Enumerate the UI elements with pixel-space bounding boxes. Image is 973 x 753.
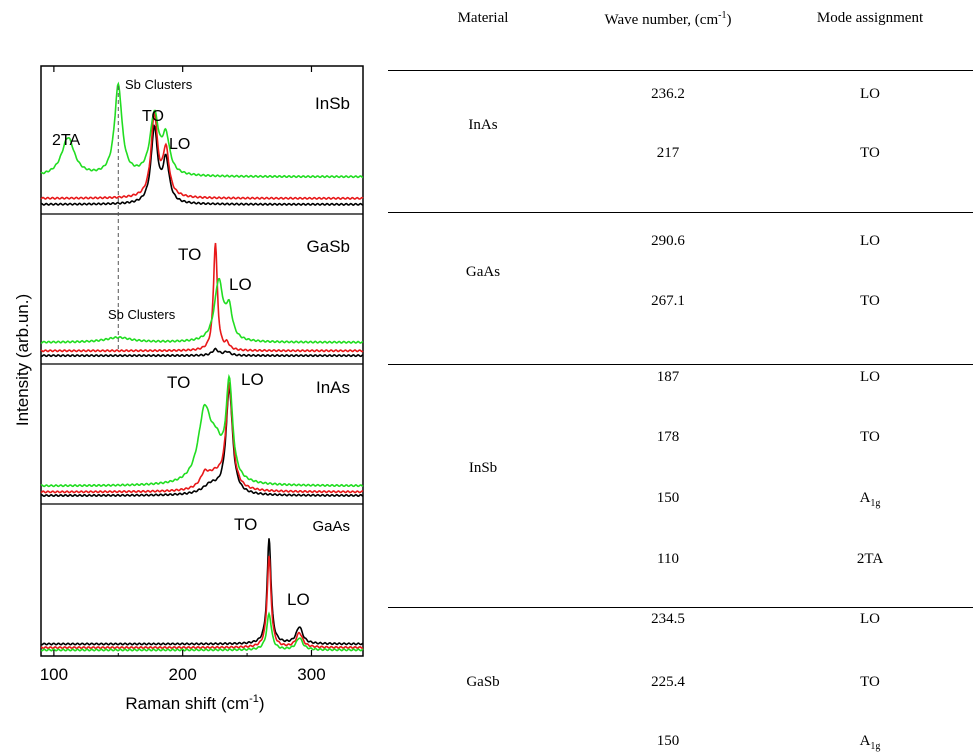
header-wave-number-text: Wave number, (cm — [604, 12, 719, 28]
wave-number-cell: 150 — [656, 490, 680, 506]
spectrum-line-gasb-black — [40, 347, 364, 358]
peak-label-lo: LO — [169, 136, 190, 153]
peak-label-lo: LO — [287, 590, 310, 609]
header-wave-number-sup: -1 — [718, 10, 727, 21]
peak-label-to: TO — [167, 373, 190, 392]
raman-plot-svg: InSb GaSb InAs GaAs Sb Clusters 2TA TO LO TO LO Sb… — [13, 65, 364, 713]
mode-a-subscript: 1g — [870, 741, 881, 752]
table-rule — [388, 70, 973, 71]
header-material: Material — [457, 10, 509, 26]
wave-number-cell: 290.6 — [651, 233, 685, 249]
panel-name-inas: InAs — [316, 378, 350, 397]
spectrum-line-insb-green — [40, 81, 364, 179]
mode-cell: TO — [860, 429, 880, 445]
wave-number-cell: 267.1 — [651, 293, 685, 309]
panel-name-gasb: GaSb — [307, 237, 350, 256]
wave-number-cell: 150 — [656, 733, 680, 749]
spectrum-line-gaas-green — [40, 611, 364, 652]
table-rule — [388, 364, 973, 365]
spectrum-line-gasb-green — [40, 277, 364, 344]
x-axis-label: Raman shift (cm-1) — [125, 693, 264, 713]
peak-label-2ta: 2TA — [52, 132, 80, 149]
raman-spectra-figure: InSb GaSb InAs GaAs Sb Clusters 2TA TO LO TO LO Sb… — [0, 0, 380, 753]
mode-cell: LO — [860, 86, 880, 102]
mode-a-symbol: A — [859, 733, 871, 749]
wave-number-cell: 234.5 — [651, 611, 685, 627]
wave-number-cell: 236.2 — [651, 86, 685, 102]
wave-number-cell: 110 — [657, 551, 679, 567]
x-tick-label: 100 — [40, 665, 68, 684]
panel-name-insb: InSb — [315, 94, 350, 113]
y-axis-label: Intensity (arb.un.) — [13, 294, 32, 426]
wave-number-cell: 187 — [656, 369, 680, 385]
material-cell: GaSb — [466, 674, 500, 690]
x-tick-label: 300 — [297, 665, 325, 684]
mode-cell: TO — [860, 674, 880, 690]
header-wave-number-close: ) — [726, 12, 732, 28]
wave-number-cell: 217 — [656, 145, 680, 161]
peak-label-lo: LO — [241, 370, 264, 389]
spectrum-line-gaas-red — [40, 555, 364, 650]
material-cell: GaAs — [465, 264, 501, 280]
spectrum-line-inas-black — [40, 386, 364, 498]
material-cell: InAs — [468, 117, 498, 133]
mode-cell: TO — [860, 293, 880, 309]
mode-cell: A1g — [860, 490, 881, 509]
spectrum-line-inas-red — [40, 380, 364, 494]
peak-label-to: TO — [142, 108, 164, 125]
spectrum-line-insb-black — [40, 124, 364, 206]
panel-name-gaas: GaAs — [312, 518, 350, 535]
table-rule — [388, 212, 973, 213]
mode-cell: LO — [860, 611, 880, 627]
wave-number-cell: 178 — [656, 429, 680, 445]
peak-label-to: TO — [178, 245, 201, 264]
spectrum-line-inas-green — [40, 373, 364, 488]
mode-a-symbol: A — [859, 490, 871, 506]
spectrum-line-gaas-black — [40, 538, 364, 646]
header-mode-assignment: Mode assignment — [816, 10, 924, 26]
peak-label-sb-clusters: Sb Clusters — [125, 77, 193, 92]
mode-cell: TO — [860, 145, 880, 161]
header-wave-number: Wave number, (cm-1) — [605, 10, 732, 29]
peak-label-to: TO — [234, 515, 257, 534]
spectrum-line-gasb-red — [40, 242, 364, 353]
x-tick-label: 200 — [168, 665, 196, 684]
mode-cell: LO — [860, 233, 880, 249]
plot-frame — [40, 65, 364, 657]
peak-label-lo: LO — [229, 275, 252, 294]
peak-label-sb-clusters: Sb Clusters — [108, 307, 176, 322]
mode-cell: A1g — [860, 733, 881, 752]
mode-cell: 2TA — [856, 551, 884, 567]
wave-number-cell: 225.4 — [651, 674, 685, 690]
material-cell: InSb — [468, 460, 498, 476]
table-rule — [388, 607, 973, 608]
mode-cell: LO — [860, 369, 880, 385]
mode-a-subscript: 1g — [870, 498, 881, 509]
spectrum-line-insb-red — [40, 110, 364, 200]
